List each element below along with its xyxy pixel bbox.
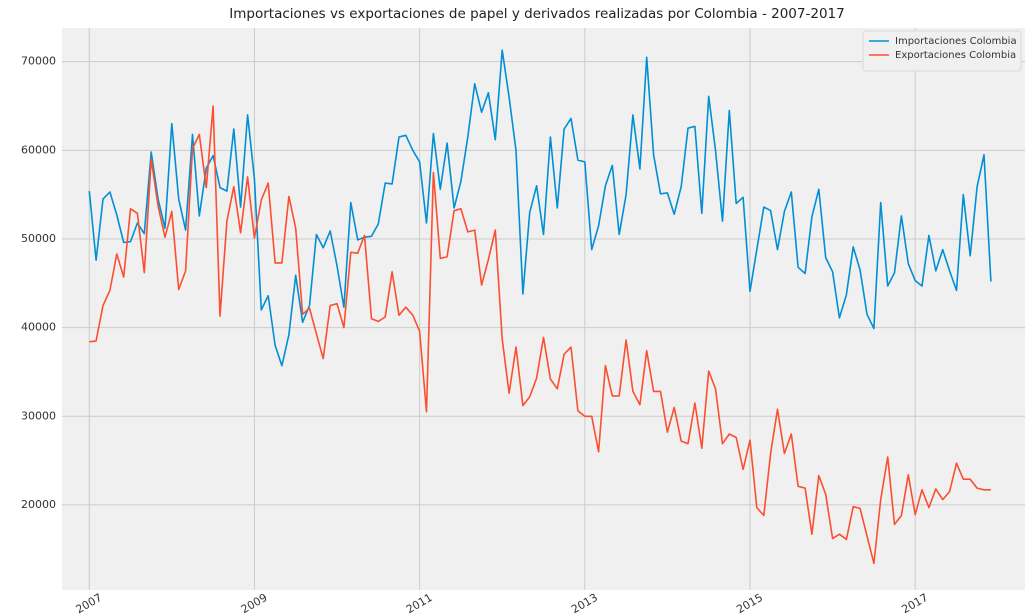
lines (88, 49, 992, 565)
y-tick-label: 30000 (21, 409, 56, 422)
x-tick-label: 2007 (74, 591, 105, 614)
legend-label: Importaciones Colombia (895, 36, 1017, 47)
legend-box (862, 30, 1022, 72)
y-tick-label: 50000 (21, 232, 56, 245)
x-tick-label: 2015 (734, 591, 765, 614)
series-line (89, 105, 991, 565)
plot-area (62, 28, 1025, 590)
x-tick-label: 2009 (239, 591, 270, 614)
legend: Importaciones Colombia Exportaciones Colo… (862, 30, 1022, 72)
x-tick-label: 2013 (569, 591, 600, 614)
legend-label: Exportaciones Colombia (895, 50, 1016, 61)
chart-title: Importaciones vs exportaciones de papel … (229, 6, 844, 22)
y-tick-label: 20000 (21, 498, 56, 511)
y-tick-label: 70000 (21, 55, 56, 68)
grid: 20000 30000 40000 50000 60000 70000 2007 2009 20… (21, 28, 1025, 614)
series-line (88, 49, 992, 367)
y-tick-label: 60000 (21, 143, 56, 156)
x-tick-label: 2017 (900, 591, 931, 614)
x-tick-label: 2011 (404, 591, 435, 614)
y-tick-label: 40000 (21, 321, 56, 334)
